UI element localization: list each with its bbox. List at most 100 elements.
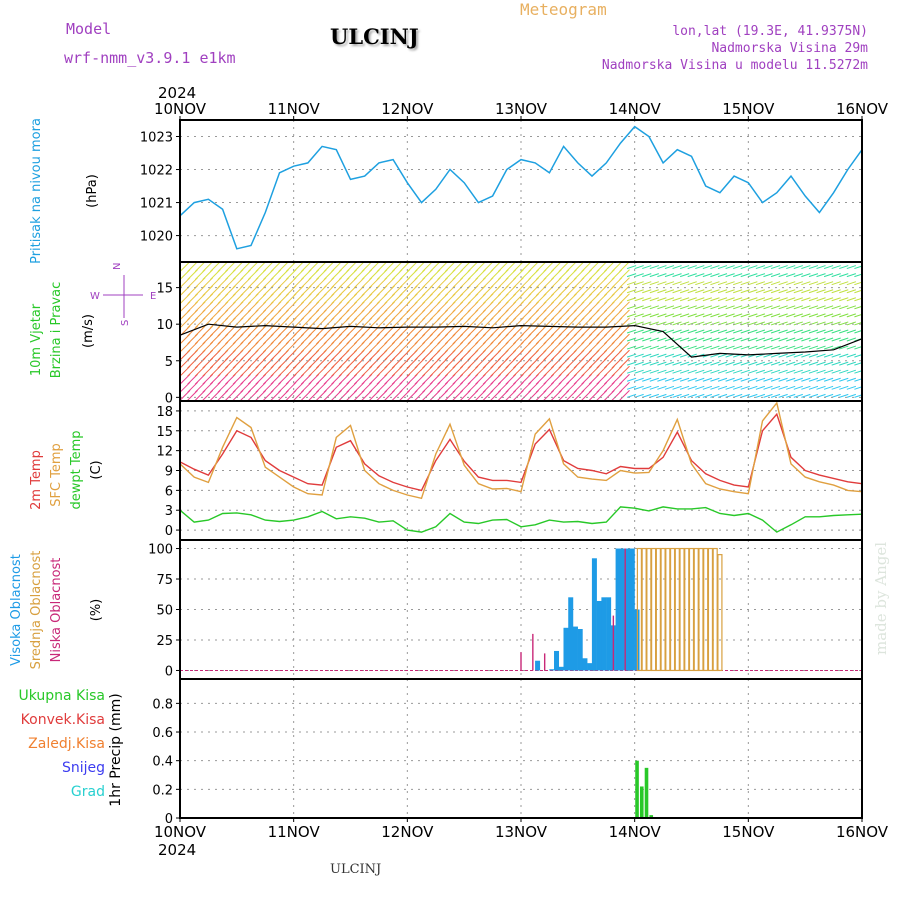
wind-barb [725, 345, 735, 350]
cloud-bar-mid [698, 547, 704, 672]
wind-barb [748, 345, 758, 350]
cloud-bar-high [615, 548, 621, 671]
cloud-bar-high [582, 658, 588, 671]
wind-barb [687, 361, 697, 366]
wind-barb [702, 289, 713, 294]
time-label-top: 16NOV [836, 100, 889, 118]
wind-barb [642, 281, 652, 286]
wind-barb [672, 361, 682, 366]
wind-barb [740, 273, 750, 278]
wind-barb [740, 385, 750, 390]
wind-barb [626, 273, 637, 278]
wind-barb [839, 281, 849, 286]
wind-barb [710, 265, 720, 270]
wind-barb [657, 297, 667, 302]
wind-barb [717, 313, 728, 318]
wind-barb [642, 329, 652, 334]
ytick-label: 1022 [140, 164, 173, 179]
wind-barb [702, 377, 713, 382]
wind-barb [323, 262, 335, 272]
wind-barb [748, 265, 758, 270]
wind-barb [808, 385, 819, 390]
wind-barb [763, 385, 773, 390]
wind-barb [816, 345, 826, 350]
wind-barb [823, 297, 834, 302]
wind-barb [642, 273, 652, 278]
wind-barb [695, 345, 705, 350]
wind-barb [285, 262, 297, 272]
wind-barb [770, 385, 781, 390]
wind-barb [710, 281, 720, 286]
wind-barb [725, 369, 735, 374]
wind-barb [793, 329, 803, 334]
wind-barb [672, 369, 682, 374]
wind-barb [194, 262, 206, 272]
temp-line-1 [179, 401, 863, 500]
year-label-top: 2024 [158, 84, 196, 102]
wind-barb [793, 345, 803, 350]
cloud-bar-high [568, 597, 574, 671]
wind-barb [839, 297, 849, 302]
wind-barb [816, 385, 826, 390]
wind-barb [861, 348, 862, 350]
wind-barb [831, 393, 841, 398]
wind-barb [763, 337, 773, 342]
wind-barb [679, 393, 690, 398]
wind-barb [755, 393, 766, 398]
wind-barb [247, 262, 259, 272]
wind-barb [240, 262, 251, 272]
wind-barb [702, 369, 713, 374]
cloud-bar-high [577, 629, 583, 671]
wind-barb [528, 262, 539, 272]
ytick-label: 1020 [140, 230, 173, 245]
wind-barb [778, 289, 788, 294]
wind-barb [786, 321, 796, 326]
wind-barb [748, 321, 758, 326]
wind-barb [710, 385, 720, 390]
wind-barb [748, 289, 758, 294]
wind-barb [725, 297, 735, 302]
precip-legend-1: Konvek.Kisa [21, 712, 105, 728]
wind-barb [831, 353, 841, 358]
wind-barb [702, 281, 713, 286]
wind-barb [642, 385, 652, 390]
wind-barb [748, 385, 758, 390]
wind-barb [808, 361, 819, 366]
wind-barb [816, 353, 826, 358]
wind-barb [642, 337, 652, 342]
wind-barb [672, 297, 682, 302]
ytick-label: 15 [156, 425, 173, 440]
wind-barb [801, 393, 811, 398]
wind-barb [619, 301, 630, 313]
panel-frame [179, 678, 863, 819]
cloud-bar-high [596, 600, 602, 671]
wind-barb [687, 353, 697, 358]
wind-barb [460, 262, 471, 272]
wind-barb [672, 393, 682, 398]
wind-barb [657, 369, 667, 374]
wind-barb [642, 313, 652, 318]
wind-barb [725, 361, 735, 366]
wind-barb [748, 281, 758, 286]
wind-barb [839, 273, 849, 278]
wind-barb [755, 369, 766, 374]
wind-barb [846, 369, 857, 374]
wind-barb [793, 361, 803, 366]
wind-barb [763, 353, 773, 358]
wind-barb [846, 297, 857, 302]
cloud-bar-mid [674, 547, 680, 672]
wind-barb [786, 353, 796, 358]
wind-barb [649, 369, 659, 374]
wind-barb [535, 262, 547, 272]
wind-barb [467, 262, 479, 272]
wind-barb [755, 289, 766, 294]
wind-barb [649, 353, 659, 358]
wind-barb [755, 281, 766, 286]
cloud-bar-high [601, 597, 607, 671]
wind-barb [209, 262, 221, 272]
wind-barb [634, 345, 644, 350]
wind-barb [733, 361, 743, 366]
cloud-bar-high [563, 627, 569, 671]
ytick-label: 0.4 [152, 755, 173, 770]
wind-barb [649, 361, 659, 366]
